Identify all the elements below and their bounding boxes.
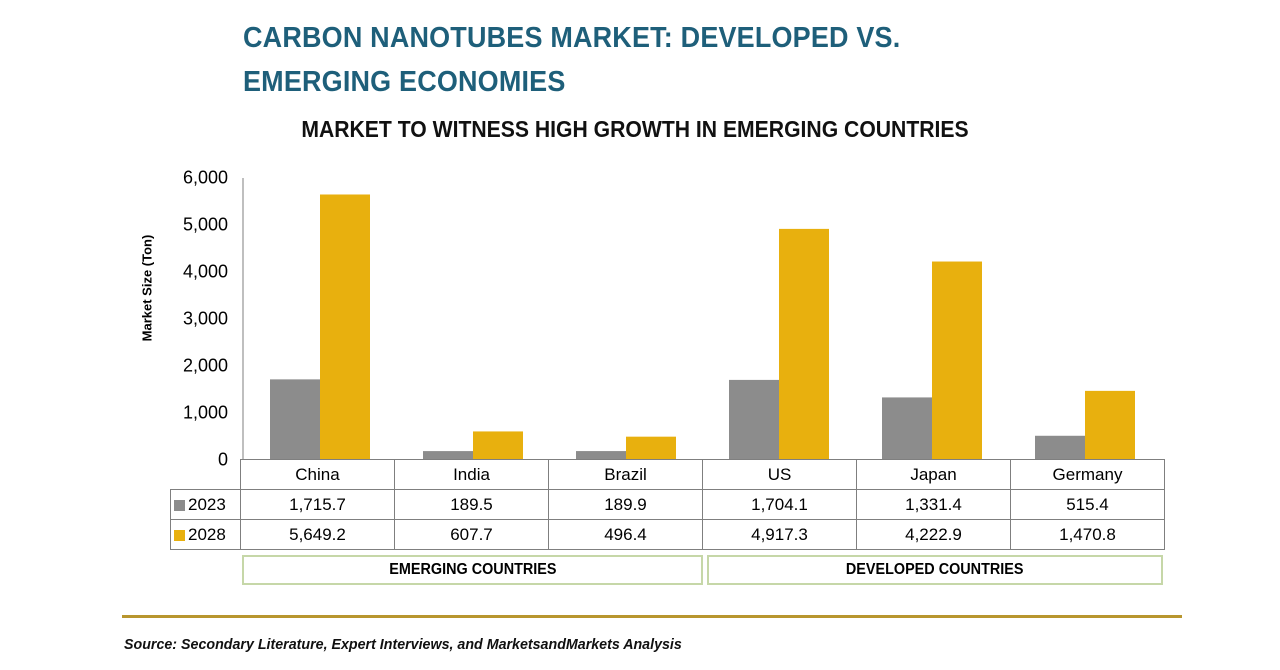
y-tick-label: 3,000 xyxy=(182,308,228,329)
group-label-developed: DEVELOPED COUNTRIES xyxy=(846,561,1024,578)
legend-label-2023: 2023 xyxy=(188,494,226,514)
table-row-2028: 2028 5,649.2 607.7 496.4 4,917.3 4,222.9 1,47… xyxy=(170,519,1165,550)
chart-title: MARKET TO WITNESS HIGH GROWTH IN EMERGIN… xyxy=(301,116,969,142)
bar-2028-china xyxy=(320,194,370,460)
legend-2023: 2023 xyxy=(170,489,241,520)
footer-divider xyxy=(122,615,1182,618)
y-tick-label: 6,000 xyxy=(182,167,228,188)
data-label-2023-us: 1,704.1 xyxy=(702,489,857,520)
data-label-2023-china: 1,715.7 xyxy=(240,489,395,520)
legend-2028: 2028 xyxy=(170,519,241,550)
legend-swatch-2028 xyxy=(174,529,185,541)
table-row-2023: 2023 1,715.7 189.5 189.9 1,704.1 1,331.4 515.… xyxy=(170,489,1165,520)
bar-2023-germany xyxy=(1035,435,1085,460)
title-line-2: EMERGING ECONOMIES xyxy=(243,66,566,98)
data-label-2028-brazil: 496.4 xyxy=(548,519,703,550)
data-label-2028-india: 607.7 xyxy=(394,519,549,550)
bar-2023-us xyxy=(729,379,779,460)
bar-2023-japan xyxy=(882,397,932,460)
x-tick-label-japan: Japan xyxy=(856,459,1011,490)
table-corner xyxy=(170,459,241,490)
table-header-row: China India Brazil US Japan Germany xyxy=(170,459,1165,490)
group-label-emerging: EMERGING COUNTRIES xyxy=(388,561,557,578)
legend-swatch-2023 xyxy=(174,499,185,511)
x-tick-label-us: US xyxy=(702,459,857,490)
data-label-2023-germany: 515.4 xyxy=(1010,489,1165,520)
bar-2028-us xyxy=(779,228,829,460)
data-label-2028-us: 4,917.3 xyxy=(702,519,857,550)
bar-2023-india xyxy=(423,451,473,460)
bar-2028-germany xyxy=(1085,390,1135,460)
x-tick-label-china: China xyxy=(240,459,395,490)
y-tick-label: 5,000 xyxy=(182,214,228,235)
bar-2023-brazil xyxy=(576,451,626,460)
x-tick-label-germany: Germany xyxy=(1010,459,1165,490)
legend-label-2028: 2028 xyxy=(188,524,226,544)
bar-2028-brazil xyxy=(626,436,676,460)
data-label-2028-china: 5,649.2 xyxy=(240,519,395,550)
title-line-1: CARBON NANOTUBES MARKET: DEVELOPED VS. xyxy=(243,22,901,54)
group-developed-countries: DEVELOPED COUNTRIES xyxy=(707,555,1163,585)
data-label-2028-japan: 4,222.9 xyxy=(856,519,1011,550)
y-tick-label: 2,000 xyxy=(182,355,228,376)
page-title: CARBON NANOTUBES MARKET: DEVELOPED VS. E… xyxy=(243,16,950,104)
bar-2028-japan xyxy=(932,261,982,460)
bar-2023-china xyxy=(270,379,320,460)
source-note: Source: Secondary Literature, Expert Int… xyxy=(124,636,682,653)
y-tick-label: 1,000 xyxy=(182,402,228,423)
y-tick-label: 4,000 xyxy=(182,261,228,282)
data-label-2023-india: 189.5 xyxy=(394,489,549,520)
bar-2028-india xyxy=(473,431,523,460)
group-emerging-countries: EMERGING COUNTRIES xyxy=(242,555,703,585)
data-table: China India Brazil US Japan Germany 2023 1,71… xyxy=(170,459,1165,550)
data-label-2023-brazil: 189.9 xyxy=(548,489,703,520)
data-label-2028-germany: 1,470.8 xyxy=(1010,519,1165,550)
data-label-2023-japan: 1,331.4 xyxy=(856,489,1011,520)
x-tick-label-brazil: Brazil xyxy=(548,459,703,490)
x-tick-label-india: India xyxy=(394,459,549,490)
